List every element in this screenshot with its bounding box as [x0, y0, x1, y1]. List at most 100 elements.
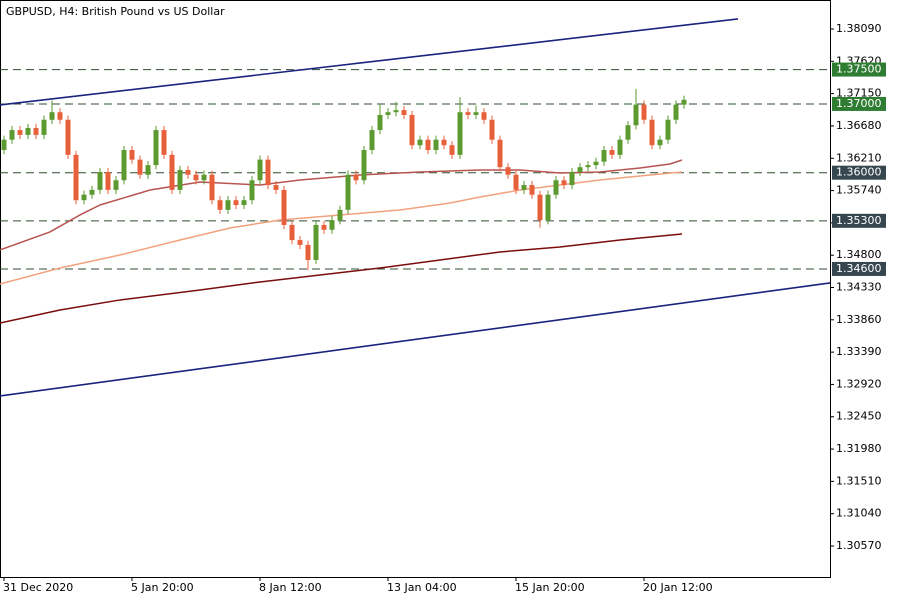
y-tick-label: 1.34330	[836, 281, 882, 294]
y-tick-label: 1.31040	[836, 507, 882, 520]
x-tick-label: 15 Jan 20:00	[515, 581, 585, 594]
candle-body	[529, 185, 535, 195]
candle-body	[73, 154, 79, 201]
y-tick-label: 1.32920	[836, 377, 882, 390]
candle-body	[353, 174, 359, 181]
x-tick-label: 31 Dec 2020	[3, 581, 73, 594]
candle-body	[393, 110, 399, 113]
candle-body	[433, 139, 439, 151]
candle-body	[633, 104, 639, 126]
candle-body	[249, 180, 255, 201]
candle-body	[273, 185, 279, 190]
candle-body	[321, 224, 327, 230]
candle-body	[561, 180, 567, 186]
candle-body	[441, 139, 447, 146]
candle-body	[641, 104, 647, 120]
x-tick-label: 5 Jan 20:00	[131, 581, 194, 594]
candle-body	[185, 169, 191, 175]
candle-body	[329, 220, 335, 230]
candle-body	[537, 194, 543, 221]
candle-body	[121, 150, 127, 181]
trend-line	[0, 18, 739, 106]
candle-body	[169, 154, 175, 190]
candle-body	[17, 130, 23, 135]
candle-body	[521, 185, 527, 190]
candle-body	[137, 159, 143, 175]
candle-body	[89, 189, 95, 195]
x-tick-label: 13 Jan 04:00	[387, 581, 457, 594]
chart-title: GBPUSD, H4: British Pound vs US Dollar	[6, 5, 225, 18]
level-label-bg	[832, 213, 886, 228]
candle-body	[617, 139, 623, 155]
candle-body	[297, 240, 303, 245]
candle-body	[609, 150, 615, 155]
plot-frame	[0, 0, 831, 578]
y-tick-label: 1.36680	[836, 119, 882, 132]
candle-body	[481, 112, 487, 120]
candle-body	[1, 139, 7, 151]
candle-body	[385, 112, 391, 115]
candle-body	[473, 112, 479, 115]
moving-average	[0, 233, 683, 324]
candle-body	[497, 139, 503, 168]
candle-body	[225, 200, 231, 210]
candle-body	[665, 119, 671, 140]
candle-body	[577, 167, 583, 173]
candle-body	[569, 172, 575, 186]
candle-body	[49, 112, 55, 120]
level-label-bg	[832, 261, 886, 276]
candle-body	[41, 119, 47, 135]
candle-body	[209, 174, 215, 201]
y-tick-label: 1.31510	[836, 474, 882, 487]
y-tick-label: 1.35740	[836, 184, 882, 197]
candle-body	[593, 161, 599, 166]
candle-body	[673, 104, 679, 120]
y-tick-label: 1.33860	[836, 313, 882, 326]
candle-body	[505, 167, 511, 175]
candle-body	[281, 189, 287, 225]
candle-body	[457, 112, 463, 155]
y-tick-label: 1.33390	[836, 345, 882, 358]
candle-body	[113, 180, 119, 190]
x-tick-label: 20 Jan 12:00	[643, 581, 713, 594]
level-label-bg	[832, 165, 886, 180]
candle-body	[265, 159, 271, 186]
candle-body	[25, 128, 31, 135]
level-label: 1.37000	[836, 97, 882, 110]
candle-body	[81, 194, 87, 201]
moving-average	[0, 171, 683, 285]
candle-body	[233, 200, 239, 206]
candle-body	[425, 139, 431, 151]
candle-body	[361, 150, 367, 181]
candle-body	[289, 224, 295, 241]
candle-body	[377, 114, 383, 131]
candle-body	[489, 119, 495, 140]
candle-body	[57, 112, 63, 120]
candle-body	[153, 130, 159, 166]
y-tick-label: 1.38090	[836, 22, 882, 35]
level-label: 1.35300	[836, 214, 882, 227]
candle-body	[105, 172, 111, 190]
candle-body	[545, 194, 551, 221]
candle-body	[417, 139, 423, 146]
candle-body	[649, 119, 655, 146]
candle-body	[241, 200, 247, 206]
candle-body	[177, 169, 183, 190]
candle-body	[345, 174, 351, 210]
level-label-bg	[832, 96, 886, 111]
candle-body	[625, 125, 631, 140]
candle-body	[145, 165, 151, 175]
candle-body	[585, 165, 591, 168]
moving-average	[0, 159, 683, 251]
candle-body	[337, 209, 343, 221]
candle-body	[513, 174, 519, 190]
candle-body	[681, 99, 687, 105]
y-tick-label: 1.37150	[836, 87, 882, 100]
candle-body	[65, 119, 71, 155]
x-tick-label: 8 Jan 12:00	[259, 581, 322, 594]
candle-body	[305, 244, 311, 261]
candle-body	[217, 200, 223, 210]
candle-body	[449, 145, 455, 155]
